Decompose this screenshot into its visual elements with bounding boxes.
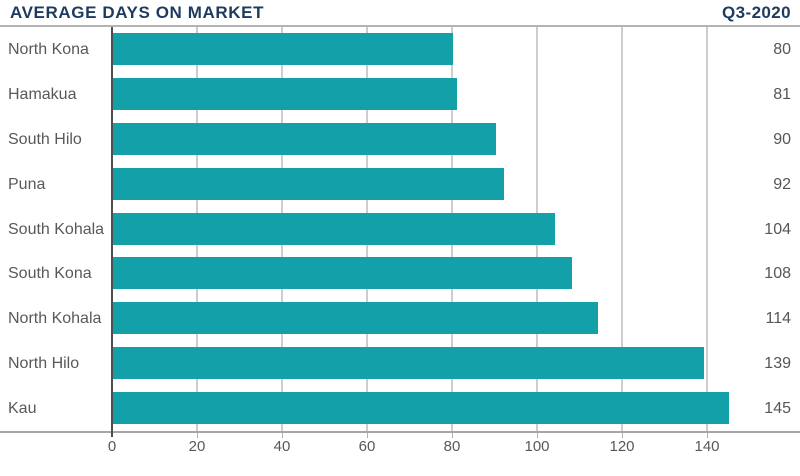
bar-row: South Kohala 104: [0, 207, 800, 252]
x-axis-tick-label: 60: [358, 438, 376, 455]
bar: [113, 257, 572, 290]
x-axis-tick-label: 20: [188, 438, 206, 455]
value-label: 108: [764, 265, 791, 283]
period-label: Q3-2020: [722, 3, 791, 22]
chart-header: AVERAGE DAYS ON MARKET Q3-2020: [0, 0, 800, 25]
value-label: 81: [773, 85, 791, 103]
x-axis-tick-label: 80: [443, 438, 461, 455]
category-label: North Kohala: [8, 310, 102, 328]
x-axis-tick-label: 100: [524, 438, 550, 455]
category-label: Puna: [8, 175, 46, 193]
x-axis-tick-label: 120: [609, 438, 635, 455]
bar: [113, 347, 704, 380]
value-label: 139: [764, 355, 791, 373]
x-axis-tick-label: 140: [694, 438, 720, 455]
bar: [113, 122, 496, 155]
bar-row: Puna 92: [0, 162, 800, 207]
value-label: 104: [764, 220, 791, 238]
bar-chart-plot-area: North Kona 80 Hamakua 81 South Hilo 90 Puna 92 S…: [0, 27, 800, 431]
bar-row: South Hilo 90: [0, 117, 800, 162]
x-axis-tick: [452, 433, 453, 438]
y-axis-line: [111, 27, 113, 437]
x-axis-tick: [707, 433, 708, 438]
category-label: Kau: [8, 400, 37, 418]
category-label: South Kohala: [8, 220, 105, 238]
category-label: North Hilo: [8, 355, 80, 373]
value-label: 92: [773, 175, 791, 193]
value-label: 145: [764, 400, 791, 418]
value-label: 80: [773, 41, 791, 58]
chart-title: AVERAGE DAYS ON MARKET: [10, 3, 265, 22]
bar-row: North Kohala 114: [0, 296, 800, 341]
x-axis-tick: [537, 433, 538, 438]
gridline-x-120: [621, 27, 623, 431]
value-label: 90: [773, 130, 791, 148]
bar-row: South Kona 108: [0, 251, 800, 296]
category-label: Hamakua: [8, 85, 77, 103]
bar: [113, 77, 458, 110]
x-axis-tick-label: 0: [107, 438, 117, 455]
bar: [113, 212, 555, 245]
bar: [113, 167, 504, 200]
value-label: 114: [765, 310, 791, 328]
header-divider: [0, 25, 800, 27]
bar: [113, 33, 453, 65]
category-label: South Kona: [8, 265, 92, 283]
gridline-x-140: [706, 27, 708, 431]
x-axis-tick: [197, 433, 198, 438]
category-label: South Hilo: [8, 130, 82, 148]
category-label: North Kona: [8, 41, 89, 58]
x-axis-tick: [622, 433, 623, 438]
bar: [113, 302, 598, 335]
x-axis-tick: [282, 433, 283, 438]
x-axis-tick: [367, 433, 368, 438]
bar-row: Kau 145: [0, 386, 800, 431]
x-axis-tick-label: 40: [273, 438, 291, 455]
bar-rows-container: North Kona 80 Hamakua 81 South Hilo 90 Puna 92 S…: [0, 27, 800, 431]
x-axis-line: [0, 431, 800, 433]
bar-row: North Kona 80: [0, 27, 800, 72]
bar-row: Hamakua 81: [0, 72, 800, 117]
bar: [113, 392, 730, 425]
bar-row: North Hilo 139: [0, 341, 800, 386]
